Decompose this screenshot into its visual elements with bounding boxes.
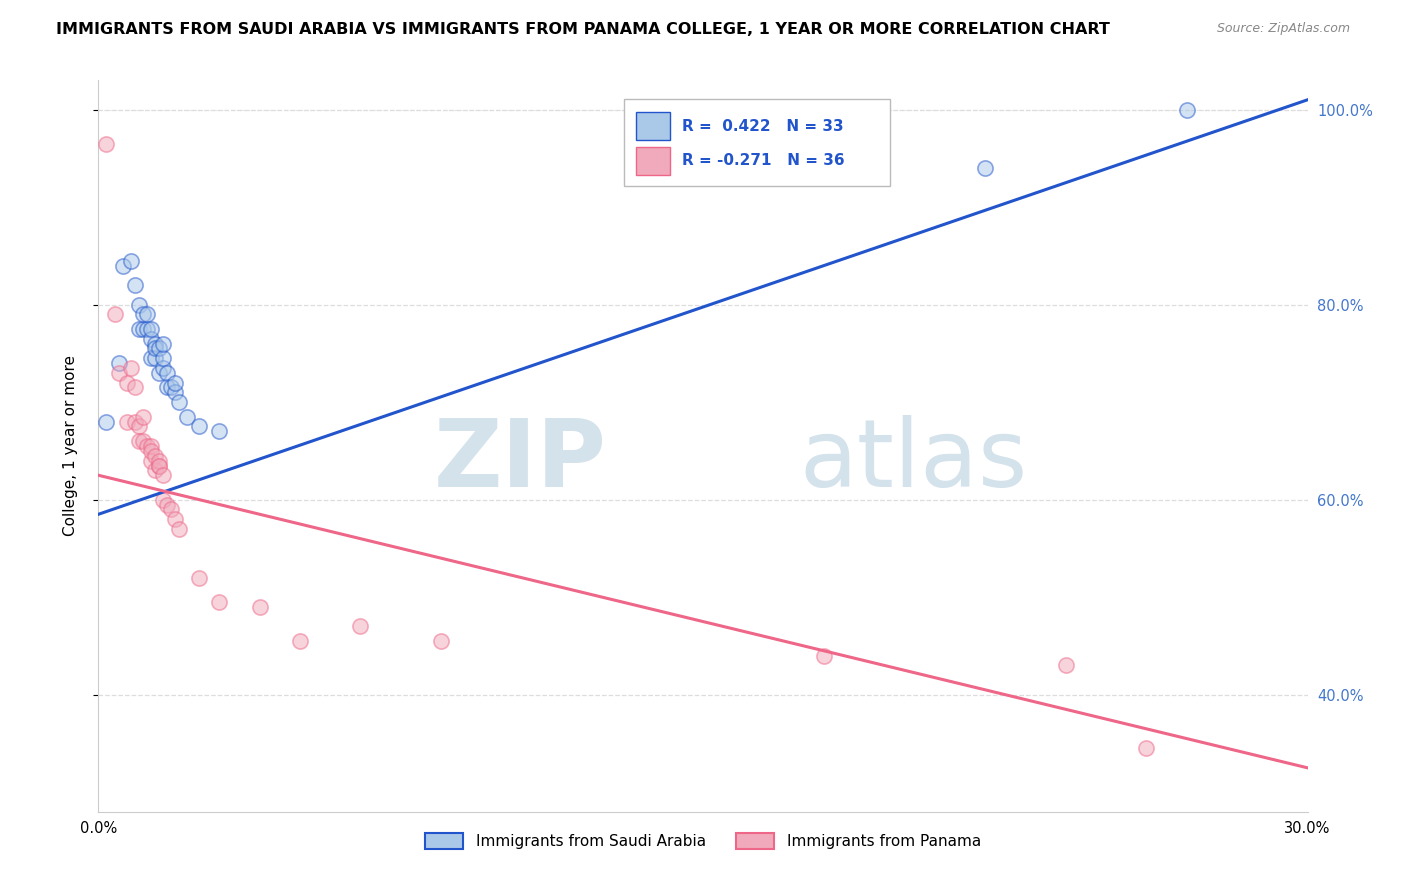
Point	[124, 415, 146, 429]
Point	[143, 463, 166, 477]
Point	[139, 439, 162, 453]
Point	[167, 522, 190, 536]
Point	[152, 361, 174, 376]
Point	[139, 332, 162, 346]
Point	[208, 595, 231, 609]
Point	[152, 468, 174, 483]
Point	[148, 366, 170, 380]
Point	[103, 307, 125, 321]
Point	[143, 336, 166, 351]
Point	[135, 439, 157, 453]
Text: atlas: atlas	[800, 415, 1028, 507]
FancyBboxPatch shape	[624, 99, 890, 186]
Point	[132, 434, 155, 449]
Point	[128, 434, 150, 449]
Point	[163, 376, 186, 390]
Point	[96, 415, 118, 429]
Point	[132, 307, 155, 321]
Point	[148, 453, 170, 467]
Point	[115, 376, 138, 390]
Point	[120, 253, 142, 268]
Text: R = -0.271   N = 36: R = -0.271 N = 36	[682, 153, 845, 169]
Point	[124, 380, 146, 394]
Point	[249, 599, 271, 614]
Point	[143, 449, 166, 463]
Legend: Immigrants from Saudi Arabia, Immigrants from Panama: Immigrants from Saudi Arabia, Immigrants…	[419, 826, 987, 855]
Point	[163, 385, 186, 400]
Point	[167, 395, 190, 409]
Point	[107, 356, 129, 370]
Text: R =  0.422   N = 33: R = 0.422 N = 33	[682, 119, 844, 134]
Point	[139, 453, 162, 467]
Point	[139, 322, 162, 336]
Point	[176, 409, 198, 424]
Point	[132, 322, 155, 336]
Point	[96, 136, 118, 151]
Point	[152, 351, 174, 366]
Point	[813, 648, 835, 663]
Point	[152, 492, 174, 507]
Point	[156, 366, 179, 380]
Text: Source: ZipAtlas.com: Source: ZipAtlas.com	[1216, 22, 1350, 36]
Y-axis label: College, 1 year or more: College, 1 year or more	[63, 356, 77, 536]
Point	[1054, 658, 1077, 673]
Point	[115, 415, 138, 429]
Text: ZIP: ZIP	[433, 415, 606, 507]
Point	[124, 278, 146, 293]
Point	[156, 380, 179, 394]
Point	[128, 419, 150, 434]
Point	[143, 342, 166, 356]
FancyBboxPatch shape	[637, 112, 671, 140]
Point	[156, 498, 179, 512]
Point	[163, 512, 186, 526]
Point	[1135, 741, 1157, 756]
Point	[148, 458, 170, 473]
Point	[107, 366, 129, 380]
Point	[132, 409, 155, 424]
Point	[139, 351, 162, 366]
Point	[139, 443, 162, 458]
Point	[188, 419, 211, 434]
FancyBboxPatch shape	[637, 147, 671, 175]
Point	[349, 619, 371, 633]
Text: IMMIGRANTS FROM SAUDI ARABIA VS IMMIGRANTS FROM PANAMA COLLEGE, 1 YEAR OR MORE C: IMMIGRANTS FROM SAUDI ARABIA VS IMMIGRAN…	[56, 22, 1111, 37]
Point	[160, 502, 183, 516]
Point	[135, 322, 157, 336]
Point	[120, 361, 142, 376]
Point	[1175, 103, 1198, 117]
Point	[288, 634, 311, 648]
Point	[188, 571, 211, 585]
Point	[208, 425, 231, 439]
Point	[152, 336, 174, 351]
Point	[160, 380, 183, 394]
Point	[143, 351, 166, 366]
Point	[148, 458, 170, 473]
Point	[974, 161, 997, 175]
Point	[128, 297, 150, 311]
Point	[430, 634, 453, 648]
Point	[128, 322, 150, 336]
Point	[111, 259, 134, 273]
Point	[148, 342, 170, 356]
Point	[135, 307, 157, 321]
